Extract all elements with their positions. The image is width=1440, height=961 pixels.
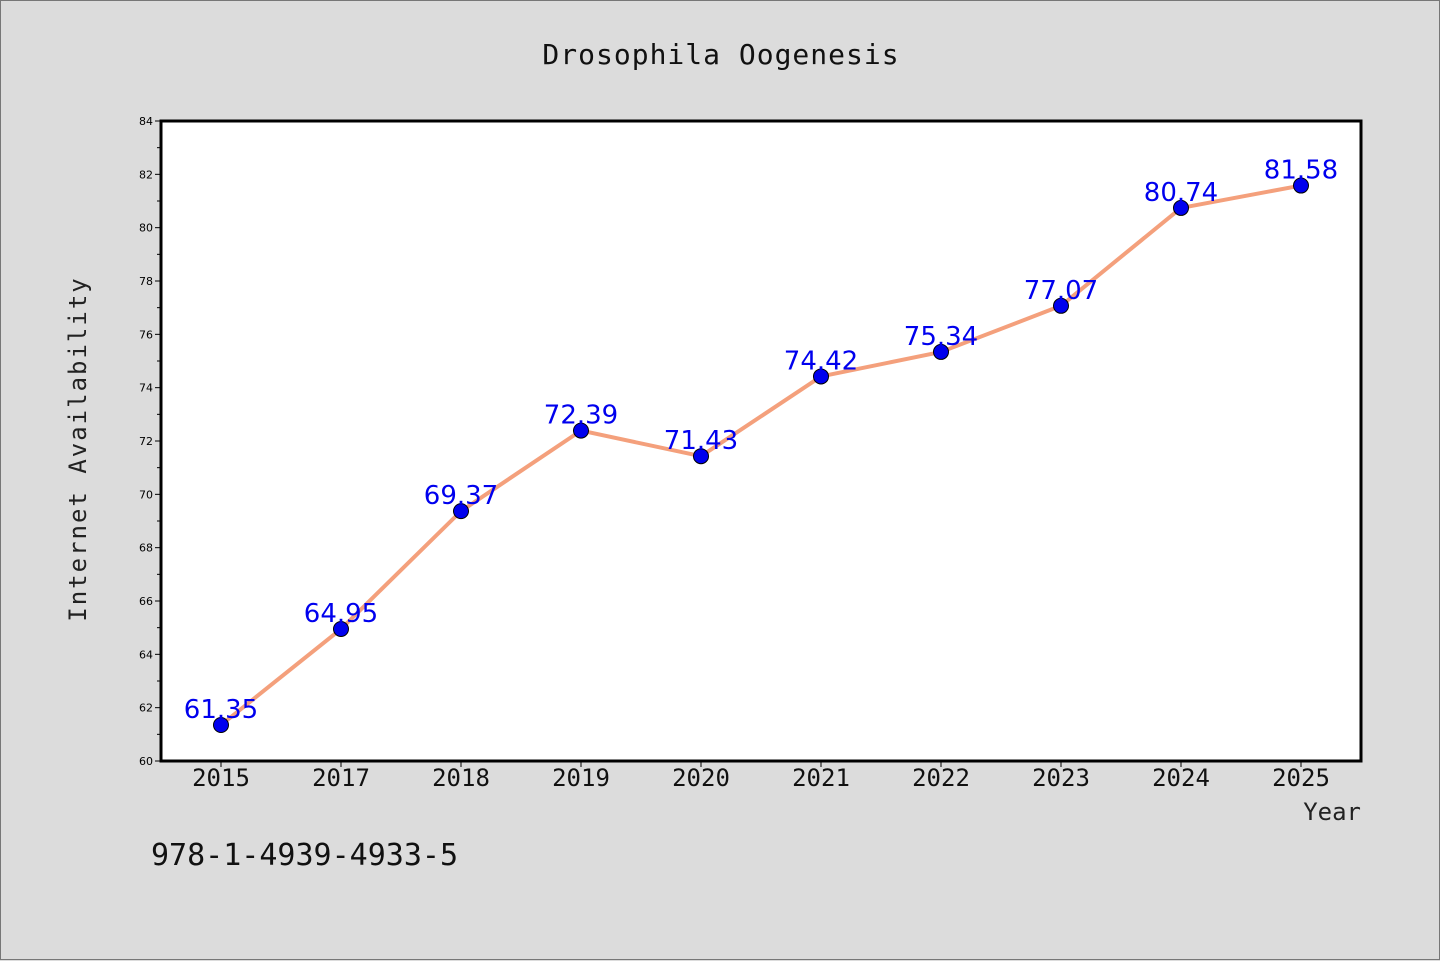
data-markers <box>213 177 1309 733</box>
data-point <box>453 503 469 520</box>
data-point <box>213 717 229 733</box>
isbn-annotation: 978-1-4939-4933-5 <box>151 838 458 873</box>
chart-title: Drosophila Oogenesis <box>542 38 899 71</box>
x-tick-label: 2025 <box>1272 764 1330 792</box>
data-label: 64.95 <box>304 599 378 629</box>
data-label: 69.37 <box>424 481 498 511</box>
data-labels: 61.35 64.95 69.37 72.39 71.43 74.42 75.34 77.07… <box>184 156 1338 725</box>
y-tick-label: 64 <box>139 648 153 661</box>
data-label: 61.35 <box>184 695 258 725</box>
data-point <box>813 368 829 385</box>
y-tick-label: 68 <box>139 542 153 555</box>
y-tick-label: 66 <box>139 595 153 608</box>
data-label: 75.34 <box>904 322 978 352</box>
x-tick-label: 2019 <box>552 764 610 792</box>
x-axis-ticks: 2015 2017 2018 2019 2020 2021 2022 2023 2024 2025 <box>192 761 1330 792</box>
x-tick-label: 2015 <box>192 764 250 792</box>
y-tick-label: 82 <box>139 168 153 181</box>
y-tick-label: 80 <box>139 222 153 235</box>
y-tick-label: 78 <box>139 275 153 288</box>
plot-border <box>159 119 1363 763</box>
plot-area <box>161 121 1361 761</box>
x-tick-label: 2023 <box>1032 764 1090 792</box>
data-label: 74.42 <box>784 346 858 376</box>
data-point <box>1053 297 1069 314</box>
data-point <box>1293 177 1309 194</box>
x-tick-label: 2021 <box>792 764 850 792</box>
data-point <box>933 343 949 360</box>
x-tick-label: 2022 <box>912 764 970 792</box>
y-tick-label: 84 <box>139 115 153 128</box>
data-point <box>333 621 349 637</box>
data-label: 81.58 <box>1264 156 1338 186</box>
x-tick-label: 2024 <box>1152 764 1210 792</box>
x-tick-label: 2018 <box>432 764 490 792</box>
y-axis-ticks: 60 62 64 66 68 70 72 74 76 78 80 82 84 <box>139 115 161 768</box>
data-label: 77.07 <box>1024 276 1098 306</box>
y-tick-label: 62 <box>139 702 153 715</box>
y-tick-label: 74 <box>139 382 153 395</box>
data-label: 72.39 <box>544 401 618 431</box>
y-tick-label: 76 <box>139 328 153 341</box>
y-tick-label: 72 <box>139 435 153 448</box>
data-point <box>693 448 709 465</box>
y-axis-label: Internet Availability <box>64 276 92 621</box>
data-point <box>573 422 589 439</box>
y-tick-label: 60 <box>139 755 153 768</box>
data-label: 71.43 <box>664 426 738 456</box>
data-label: 80.74 <box>1144 178 1218 208</box>
x-tick-label: 2020 <box>672 764 730 792</box>
x-axis-label: Year <box>1303 798 1361 826</box>
data-point <box>1173 199 1189 216</box>
x-tick-label: 2017 <box>312 764 370 792</box>
y-tick-label: 70 <box>139 488 153 501</box>
series-line <box>219 183 1303 727</box>
